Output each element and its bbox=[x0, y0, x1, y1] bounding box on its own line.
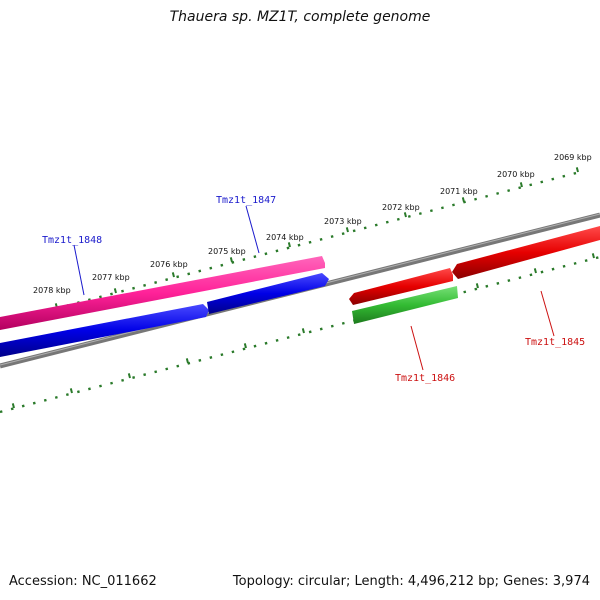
label-leader-tmz1t-1847 bbox=[245, 205, 260, 254]
label-leader-tmz1t-1848 bbox=[73, 244, 85, 296]
inner-ruler bbox=[0, 253, 600, 414]
label-leader-tmz1t-1846 bbox=[410, 325, 424, 371]
genome-summary-text: Topology: circular; Length: 4,496,212 bp… bbox=[232, 574, 590, 589]
gene-feature-reverse[interactable] bbox=[352, 286, 458, 324]
accession-text: Accession: NC_011662 bbox=[9, 574, 157, 589]
tick-label: 2075 kbp bbox=[208, 247, 246, 256]
gene-label-tmz1t-1845[interactable]: Tmz1t_1845 bbox=[525, 337, 585, 348]
label-leader-tmz1t-1845 bbox=[540, 290, 555, 337]
gene-label-tmz1t-1847[interactable]: Tmz1t_1847 bbox=[216, 195, 276, 206]
gene-feature-forward[interactable] bbox=[0, 256, 325, 330]
tick-label: 2076 kbp bbox=[150, 260, 188, 269]
map-title: Thauera sp. MZ1T, complete genome bbox=[169, 9, 431, 25]
gene-label-tmz1t-1848[interactable]: Tmz1t_1848 bbox=[42, 235, 102, 246]
cds-feature-tmz1t-1846[interactable] bbox=[349, 268, 453, 305]
tick-label: 2078 kbp bbox=[33, 286, 71, 295]
tick-label: 2071 kbp bbox=[440, 187, 478, 196]
tick-label: 2074 kbp bbox=[266, 233, 304, 242]
tick-label: 2072 kbp bbox=[382, 203, 420, 212]
outer-ruler bbox=[0, 167, 581, 325]
cds-feature-tmz1t-1848[interactable] bbox=[0, 304, 209, 357]
tick-label: 2073 kbp bbox=[324, 217, 362, 226]
tick-label: 2069 kbp bbox=[554, 153, 592, 162]
cds-feature-tmz1t-1847[interactable] bbox=[207, 273, 329, 314]
cds-feature-tmz1t-1845[interactable] bbox=[452, 226, 600, 279]
gene-label-tmz1t-1846[interactable]: Tmz1t_1846 bbox=[395, 373, 455, 384]
tick-labels: 2078 kbp 2077 kbp 2076 kbp 2075 kbp 2074… bbox=[33, 153, 592, 295]
tick-label: 2070 kbp bbox=[497, 170, 535, 179]
tick-label: 2077 kbp bbox=[92, 273, 130, 282]
